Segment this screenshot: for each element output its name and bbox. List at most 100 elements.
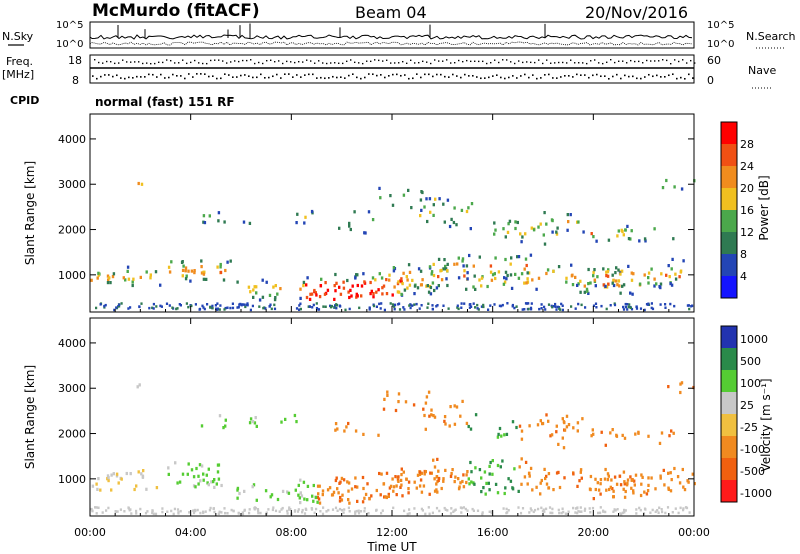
power-cell [389,302,392,305]
power-cell [529,253,533,257]
power-cell [655,282,658,286]
power-cell [671,257,674,261]
power-cell [626,308,629,311]
velocity-cell [531,488,534,492]
nave-dot [232,76,234,78]
velocity-cell [597,511,600,515]
velocity-cell [348,501,351,505]
velocity-cell [267,508,270,511]
nave-dot [462,60,464,63]
velocity-cell [626,478,630,482]
power-cell [224,306,227,310]
velocity-cell [138,383,141,387]
power-cell [371,276,375,280]
nave-dot [268,76,270,79]
velocity-cell [600,430,603,434]
power-cell [246,303,249,307]
velocity-cell [187,462,190,466]
x-tick-label: 00:00 [74,526,106,539]
power-cell [190,304,193,308]
power-cell [468,253,471,258]
power-cell [643,237,647,241]
velocity-ytick-label: 3000 [58,382,86,395]
nave-dot [292,76,294,78]
velocity-cell [288,508,291,511]
velocity-cell [619,512,622,515]
power-cell [421,278,424,282]
power-cell [140,302,143,305]
velocity-cell [438,509,441,513]
nave-dot [540,77,542,79]
power-cell [460,306,463,309]
velocity-cell [451,468,454,472]
nave-dot [352,73,354,75]
velocity-cell [597,488,601,492]
velocity-cell [462,473,465,477]
nave-dot [94,59,96,61]
velocity-cell [204,510,207,513]
nave-dot [456,75,458,77]
velocity-cell [294,488,297,492]
velocity-cell [507,477,510,481]
nave-dot [288,73,290,75]
velocity-cell [397,400,400,404]
nave-dot [380,74,382,76]
power-cell [299,302,302,305]
power-cell [181,268,185,272]
nave-dot [144,76,146,78]
power-cell [643,308,646,312]
power-cell [613,302,616,305]
power-cell [138,305,141,309]
nave-dot [458,59,460,62]
power-cell [312,303,315,307]
power-cell [474,287,477,291]
nave-dot [430,62,432,65]
nave-dot [432,75,434,78]
power-cell [205,277,208,281]
velocity-cell [361,475,365,480]
power-colorbar-tick: 8 [740,248,747,261]
nave-dot [444,75,446,78]
power-cell [629,306,632,309]
power-colorbar-tick: 24 [740,160,754,173]
power-cell [447,307,450,310]
power-cell [609,304,612,307]
power-cell [389,194,392,198]
nave-dot [346,60,348,63]
velocity-cell [342,478,346,482]
power-cell [425,197,428,201]
power-cell [400,292,403,296]
power-cell [570,274,574,278]
power-cell [516,255,519,259]
power-cell [350,294,353,298]
power-cell [482,305,485,309]
nave-dot [248,75,250,78]
power-cell [515,305,518,308]
power-cell [606,274,610,278]
nave-dot [284,73,286,76]
nave-dot [392,73,394,76]
nave-dot [522,61,524,64]
velocity-cell [400,483,403,487]
nave-dot [272,75,274,78]
power-cell [436,304,439,307]
noise-left-label: N.Sky [2,30,34,43]
power-cell [155,305,158,308]
velocity-cell [220,483,223,488]
nave-dot [454,62,456,64]
velocity-cell [659,476,662,480]
power-cell [627,237,631,241]
velocity-cell [488,464,491,468]
velocity-cell [405,477,408,481]
nave-dot [276,73,278,76]
velocity-cell [444,468,447,472]
velocity-cell [565,414,569,418]
power-cell [635,307,639,310]
power-cell [416,286,420,290]
power-cell [295,221,298,225]
velocity-cell [363,496,366,500]
nave-dot [146,62,148,64]
velocity-cell [576,484,579,488]
nave-dot [618,60,620,62]
nave-dot [656,74,658,77]
